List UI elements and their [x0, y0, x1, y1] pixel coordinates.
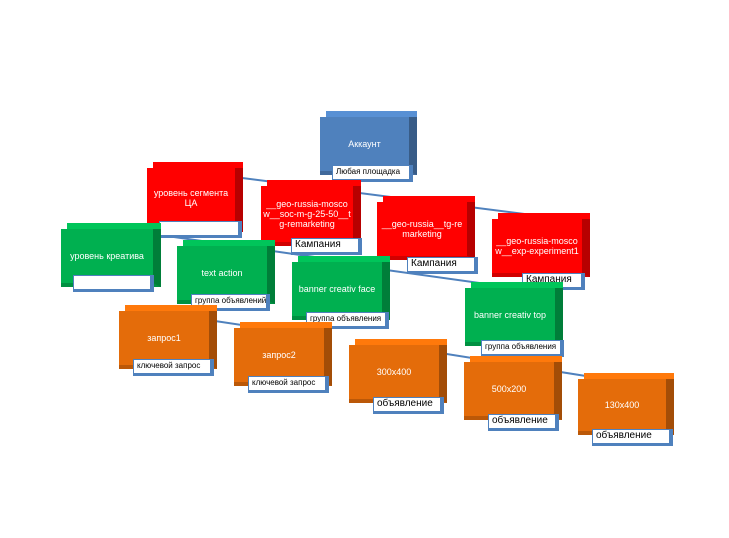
node-campaign-4-box: __geo-russia-moscow__exp-experiment1 — [492, 219, 590, 277]
node-keyword-2-label: ключевой запрос — [248, 376, 329, 393]
node-ad-3-title: 130x400 — [604, 400, 640, 410]
node-adgroup-3-box: banner creativ face — [292, 262, 390, 320]
node-ad-2-label: объявление — [488, 414, 559, 431]
node-ad-3-label: объявление — [592, 429, 673, 446]
node-adgroup-3-title: banner creativ face — [298, 284, 376, 294]
node-campaign-4-title: __geo-russia-moscow__exp-experiment1 — [495, 236, 579, 256]
connector-root-campaigns — [194, 171, 541, 217]
node-adgroup-1-label — [73, 275, 154, 292]
node-keyword-1-title: запрос1 — [147, 333, 181, 343]
node-ad-1-label: объявление — [373, 397, 444, 414]
node-keyword-2-title: запрос2 — [262, 350, 296, 360]
node-campaign-3-box: __geo-russia__tg-remarketing — [377, 202, 475, 260]
node-campaign-1-title: уровень сегмента ЦА — [153, 188, 229, 208]
node-campaign-3-title: __geo-russia__tg-remarketing — [381, 219, 463, 239]
node-campaign-2-title: __geo-russia-moscow__soc-m-g-25-50__tg-r… — [263, 199, 351, 229]
node-account-label: Любая площадка — [332, 165, 413, 182]
node-adgroup-4-title: banner creativ top — [473, 310, 547, 320]
node-account-title: Аккаунт — [348, 139, 381, 149]
node-adgroup-4-label: группа объявления — [481, 340, 564, 357]
node-ad-3-box: 130x400 — [578, 379, 674, 435]
node-ad-2-title: 500x200 — [491, 384, 527, 394]
node-adgroup-4-box: banner creativ top — [465, 288, 563, 346]
node-campaign-2-label: Кампания — [291, 238, 362, 255]
node-ad-1-title: 300x400 — [376, 367, 412, 377]
node-campaign-2-box: __geo-russia-moscow__soc-m-g-25-50__tg-r… — [261, 186, 361, 246]
node-campaign-3-label: Кампания — [407, 257, 478, 274]
node-campaign-1-label — [159, 221, 242, 238]
node-adgroup-1-title: уровень креатива — [70, 251, 144, 261]
node-keyword-1-label: ключевой запрос — [133, 359, 214, 376]
node-ad-2-box: 500x200 — [464, 362, 562, 420]
node-adgroup-2-title: text action — [201, 268, 243, 278]
node-ad-1-box: 300x400 — [349, 345, 447, 403]
